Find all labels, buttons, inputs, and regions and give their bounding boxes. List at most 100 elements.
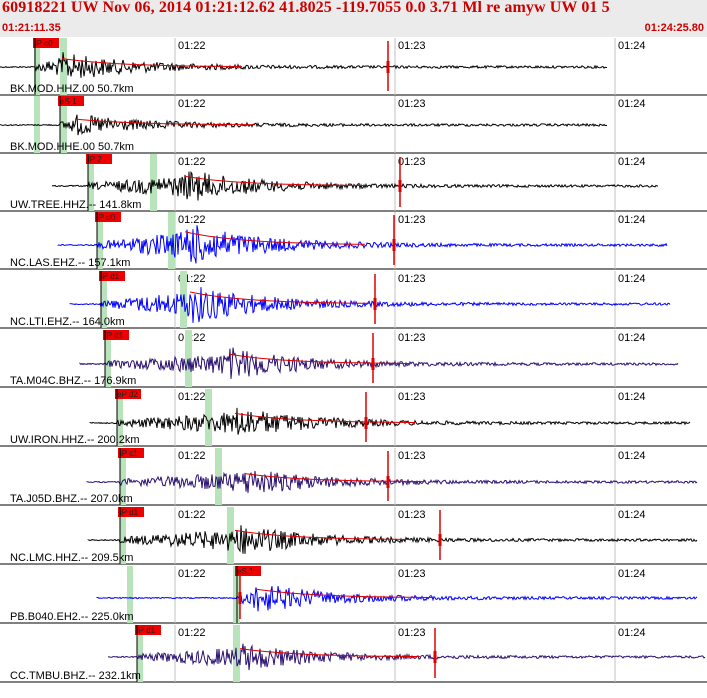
time-label: 01:23 [398, 273, 426, 285]
phase-pick-box[interactable] [118, 507, 144, 517]
trace-row[interactable]: 01:22 01:23 01:24 eS 1 PB.B040.EH2.-- 225.0k… [0, 566, 707, 624]
station-label: BK.MOD.HHE.00 50.7km [10, 141, 134, 153]
coda-envelope [229, 353, 410, 364]
station-label: NC.LTI.EHZ.-- 164.0km [10, 316, 125, 328]
coda-envelope [61, 58, 243, 68]
phase-pick-box[interactable] [95, 212, 121, 222]
waveform [79, 347, 679, 379]
time-label: 01:24 [618, 273, 646, 285]
time-label: 01:23 [398, 214, 426, 226]
s-window-band [185, 330, 192, 387]
coda-envelope [244, 473, 426, 483]
trace-row[interactable]: 01:22 01:23 01:24 iP 2 UW.TREE.HHZ.-- 141.8k… [0, 154, 707, 212]
trace-row[interactable]: 01:22 01:23 01:24 eP d2 UW.IRON.HHZ.-- 200.2… [0, 389, 707, 447]
phase-pick-label: eS 1 [60, 97, 77, 106]
phase-pick-box[interactable] [99, 271, 125, 281]
start-time: 01:21:11.35 [2, 22, 61, 34]
p-window-band [120, 507, 126, 564]
amplitude-marker-head [438, 534, 442, 546]
phase-pick-label: iP d1 [120, 508, 139, 517]
phase-pick-box[interactable] [118, 448, 144, 458]
trace-row[interactable]: 01:22 01:23 01:24 iP c1 TA.J05D.BHZ.-- 207.0… [0, 448, 707, 506]
phase-pick-box[interactable] [235, 566, 261, 576]
time-label: 01:22 [178, 391, 206, 403]
time-label: 01:24 [618, 450, 646, 462]
p-window-band [88, 154, 94, 211]
phase-pick-label: iP d0 [97, 213, 116, 222]
event-title: 60918221 UW Nov 06, 2014 01:21:12.62 41.… [2, 0, 610, 16]
time-label: 01:22 [178, 156, 206, 168]
amplitude-marker-head [433, 651, 437, 663]
time-label: 01:23 [398, 509, 426, 521]
trace-row[interactable]: 01:22 01:23 01:24 iP d1 CC.TMBU.BHZ.-- 232.1… [0, 625, 707, 683]
phase-pick-label: iP c0 [35, 39, 53, 48]
time-label: 01:23 [398, 156, 426, 168]
phase-pick-box[interactable] [86, 154, 112, 164]
coda-envelope [239, 648, 421, 658]
time-label: 01:24 [618, 40, 646, 52]
phase-pick-label: eS 1 [237, 567, 254, 576]
time-label: 01:22 [178, 627, 206, 639]
time-label: 01:23 [398, 332, 426, 344]
phase-pick-label: iP c1 [120, 449, 138, 458]
coda-envelope [184, 175, 365, 186]
waveform [96, 586, 698, 612]
waveform [0, 114, 608, 136]
station-label: CC.TMBU.BHZ.-- 232.1km [10, 670, 141, 682]
p-window-band [101, 271, 107, 328]
station-label: UW.IRON.HHZ.-- 200.2km [10, 434, 140, 446]
waveform [57, 225, 668, 264]
time-label: 01:22 [178, 40, 206, 52]
coda-envelope [184, 231, 365, 245]
amplitude-marker-head [371, 358, 375, 370]
waveform [89, 407, 691, 435]
coda-envelope [189, 291, 371, 304]
time-label: 01:22 [178, 509, 206, 521]
time-label: 01:24 [618, 98, 646, 110]
p-window-band [117, 389, 123, 446]
s-window-band [205, 389, 212, 446]
trace-row[interactable]: 01:22 01:23 01:24 iP d1 NC.LMC.HHZ.-- 209.5k… [0, 507, 707, 565]
coda-envelope [234, 529, 415, 540]
time-label: 01:22 [178, 98, 206, 110]
seismogram-plot[interactable]: 01:22 01:23 01:24 iP c0 BK.MOD.HHZ.00 50.7km… [0, 37, 707, 698]
coda-envelope [74, 118, 255, 126]
p-window-band [120, 448, 126, 505]
time-label: 01:23 [398, 568, 426, 580]
trace-row[interactable]: 01:22 01:23 01:24 iP c0 BK.MOD.HHZ.00 50.7km [0, 38, 707, 96]
time-label: 01:23 [398, 391, 426, 403]
station-label: TA.M04C.BHZ.-- 176.9km [10, 375, 136, 387]
time-label: 01:24 [618, 332, 646, 344]
trace-row[interactable]: 01:22 01:23 01:24 iP d0 NC.LAS.EHZ.-- 157.1k… [0, 212, 707, 270]
time-label: 01:24 [618, 214, 646, 226]
phase-pick-box[interactable] [58, 96, 84, 106]
p-window-band [34, 96, 40, 153]
time-label: 01:22 [178, 568, 206, 580]
p-window-band [97, 212, 103, 269]
event-header: 60918221 UW Nov 06, 2014 01:21:12.62 41.… [0, 0, 707, 37]
time-label: 01:24 [618, 391, 646, 403]
phase-pick-box[interactable] [115, 389, 141, 399]
phase-pick-box[interactable] [135, 625, 161, 635]
amplitude-marker-head [398, 180, 402, 192]
phase-pick-box[interactable] [103, 330, 129, 340]
station-label: UW.TREE.HHZ.-- 141.8km [10, 199, 141, 211]
end-time: 01:24:25.80 [644, 22, 704, 34]
waveform [86, 470, 698, 493]
time-label: 01:24 [618, 509, 646, 521]
trace-row[interactable]: 01:22 01:23 01:24 eS 1 BK.MOD.HHE.00 50.7km [0, 96, 707, 154]
phase-pick-label: iP 2 [88, 155, 102, 164]
time-label: 01:22 [178, 214, 206, 226]
s-window-band [215, 448, 222, 505]
coda-envelope [234, 412, 415, 423]
s-window-band [60, 38, 67, 95]
p-window-band [127, 566, 133, 623]
time-label: 01:23 [398, 450, 426, 462]
p-window-band [137, 625, 143, 682]
time-label: 01:22 [178, 450, 206, 462]
time-label: 01:23 [398, 98, 426, 110]
time-label: 01:24 [618, 568, 646, 580]
phase-pick-box[interactable] [33, 38, 59, 48]
